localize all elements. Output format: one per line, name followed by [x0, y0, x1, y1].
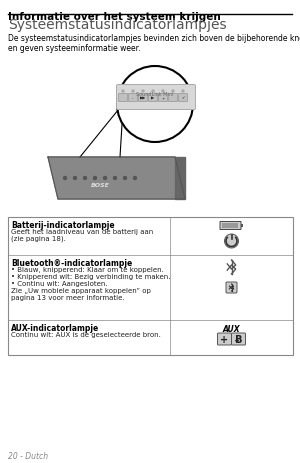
- Circle shape: [132, 91, 134, 93]
- Text: AUX: AUX: [223, 324, 240, 333]
- Circle shape: [142, 91, 144, 93]
- Bar: [8, 218, 293, 355]
- Bar: [221, 224, 238, 229]
- Circle shape: [152, 91, 154, 93]
- Circle shape: [74, 177, 76, 180]
- Bar: [241, 225, 243, 227]
- Polygon shape: [48, 158, 185, 200]
- Circle shape: [172, 91, 174, 93]
- Polygon shape: [175, 158, 185, 200]
- Text: -: -: [132, 96, 134, 100]
- Text: Geeft het laadniveau van de batterij aan
(zie pagina 18).: Geeft het laadniveau van de batterij aan…: [11, 229, 153, 242]
- FancyBboxPatch shape: [116, 85, 196, 110]
- Circle shape: [124, 177, 127, 180]
- Text: Systeemstatusindicatorlampjes: Systeemstatusindicatorlampjes: [8, 18, 226, 32]
- Circle shape: [182, 91, 184, 93]
- Text: De systeemstatusindicatorlampjes bevinden zich boven de bijbehorende knoppen
en : De systeemstatusindicatorlampjes bevinde…: [8, 34, 300, 53]
- FancyBboxPatch shape: [148, 94, 158, 102]
- Text: 20 - Dutch: 20 - Dutch: [8, 451, 48, 460]
- Text: Continu wit: AUX is de geselecteerde bron.: Continu wit: AUX is de geselecteerde bro…: [11, 332, 161, 337]
- Circle shape: [113, 177, 116, 180]
- FancyBboxPatch shape: [226, 282, 237, 294]
- FancyBboxPatch shape: [158, 94, 167, 102]
- Circle shape: [122, 91, 124, 93]
- Text: +: +: [220, 334, 229, 344]
- Text: +: +: [161, 96, 165, 100]
- FancyBboxPatch shape: [118, 94, 127, 102]
- Text: Ƀ: Ƀ: [235, 334, 242, 344]
- FancyBboxPatch shape: [169, 94, 178, 102]
- FancyBboxPatch shape: [232, 333, 245, 345]
- Text: Bluetooth®-indicatorlampje: Bluetooth®-indicatorlampje: [11, 258, 132, 268]
- Circle shape: [162, 91, 164, 93]
- Text: Batterij-indicatorlampje: Batterij-indicatorlampje: [11, 220, 115, 230]
- Circle shape: [83, 177, 86, 180]
- Text: BOSE: BOSE: [91, 183, 110, 188]
- Text: AUX-indicatorlampje: AUX-indicatorlampje: [11, 323, 99, 332]
- Circle shape: [94, 177, 97, 180]
- Circle shape: [224, 234, 239, 249]
- Text: ▶▶: ▶▶: [140, 96, 146, 100]
- FancyBboxPatch shape: [178, 94, 188, 102]
- Text: • Blauw, knipperend: Klaar om te koppelen.
• Knipperend wit: Bezig verbinding te: • Blauw, knipperend: Klaar om te koppele…: [11, 266, 170, 300]
- Circle shape: [103, 177, 106, 180]
- Circle shape: [64, 177, 67, 180]
- FancyBboxPatch shape: [220, 222, 241, 230]
- FancyBboxPatch shape: [218, 333, 232, 345]
- Text: ▶: ▶: [152, 96, 154, 100]
- Text: ✓: ✓: [181, 96, 185, 100]
- FancyBboxPatch shape: [139, 94, 148, 102]
- Circle shape: [134, 177, 136, 180]
- Text: SoundLink Mini: SoundLink Mini: [136, 92, 174, 97]
- Text: Informatie over het systeem krijgen: Informatie over het systeem krijgen: [8, 12, 221, 22]
- FancyBboxPatch shape: [128, 94, 137, 102]
